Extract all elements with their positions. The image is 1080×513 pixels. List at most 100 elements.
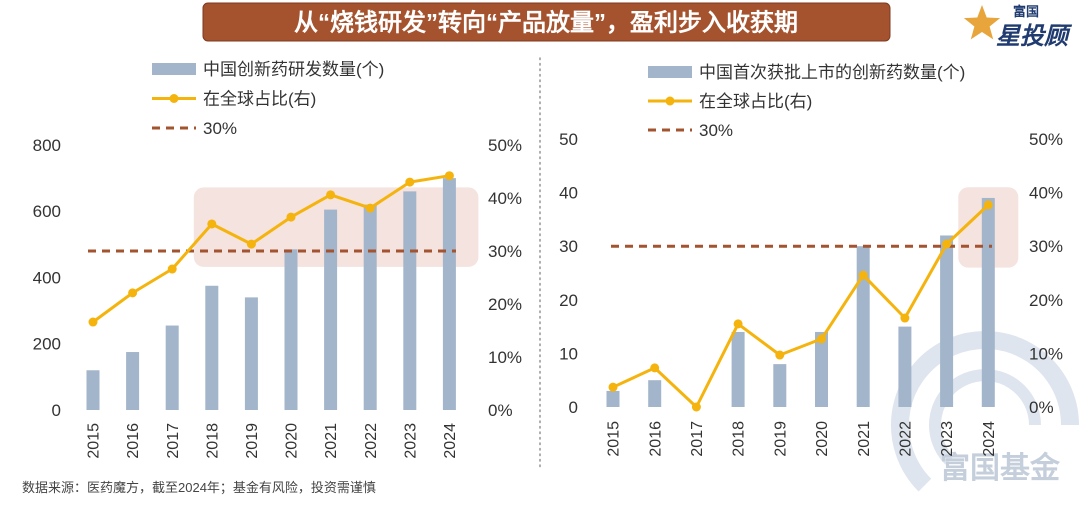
- left-chart-bar-2023: [403, 191, 417, 410]
- right-chart-x-tick-label-2015: 2015: [606, 421, 623, 457]
- left-chart-y2-tick-label-0: 0%: [488, 401, 513, 420]
- left-chart-y-tick-label-800: 800: [33, 136, 61, 155]
- left-chart-line-point-2024: [444, 171, 454, 181]
- left-chart-legend-reference-label: 30%: [203, 119, 237, 138]
- right-chart-line-point-2022: [900, 313, 910, 323]
- left-chart-legend: 中国创新药研发数量(个) 在全球占比(右) 30%: [152, 60, 384, 138]
- left-chart-bar-2015: [86, 370, 100, 410]
- right-chart-line-point-2021: [858, 270, 868, 280]
- left-chart-line-point-2017: [167, 264, 177, 274]
- left-chart-y-tick-label-0: 0: [52, 401, 61, 420]
- left-chart-x-tick-label-2017: 2017: [165, 423, 182, 459]
- right-chart-bar-2022: [898, 326, 912, 407]
- left-chart-x-tick-label-2020: 2020: [284, 423, 301, 459]
- left-chart-line-point-2020: [286, 212, 296, 222]
- right-chart-line-point-2017: [691, 402, 701, 412]
- right-chart-bar-2018: [731, 331, 745, 407]
- right-chart-bar-2019: [773, 364, 787, 407]
- left-chart-y2-tick-label-50: 50%: [488, 136, 522, 155]
- right-chart-y-tick-label-20: 20: [559, 291, 578, 310]
- right-chart-bar-2021: [856, 246, 870, 407]
- logo-top-text: 富国: [1013, 4, 1039, 19]
- right-chart-y2-tick-label-50: 50%: [1029, 130, 1063, 149]
- right-chart-y2-tick-label-10: 10%: [1029, 344, 1063, 363]
- right-chart-line-point-2016: [650, 363, 660, 373]
- right-chart-x-tick-label-2022: 2022: [898, 421, 915, 457]
- left-chart-x-tick-label-2022: 2022: [363, 423, 380, 459]
- left-chart-bar-2018: [205, 285, 219, 410]
- right-chart-line-point-2020: [817, 334, 826, 344]
- right-chart-legend-line-label: 在全球占比(右): [699, 92, 812, 111]
- right-chart-legend: 中国首次获批上市的创新药数量(个) 在全球占比(右) 30%: [648, 63, 965, 140]
- title-banner-bg: [202, 2, 891, 42]
- left-chart-legend-line-label: 在全球占比(右): [203, 89, 316, 108]
- right-chart-share-line: [611, 203, 990, 409]
- left-chart-y2-tick-label-30: 30%: [488, 242, 522, 261]
- right-chart-line-point-2018: [733, 319, 743, 329]
- left-chart-line-point-2015: [88, 317, 98, 327]
- left-chart-line-point-2022: [365, 203, 375, 213]
- left-chart-line-point-2018: [207, 219, 217, 229]
- left-chart-line-point-2021: [326, 190, 336, 200]
- left-chart-x-tick-label-2023: 2023: [402, 423, 419, 459]
- left-chart-x-tick-label-2015: 2015: [86, 423, 103, 459]
- right-chart-bar-2020: [815, 331, 828, 407]
- left-chart-y2-tick-label-10: 10%: [488, 348, 522, 367]
- right-chart-y2-tick-label-40: 40%: [1029, 184, 1063, 203]
- left-chart-bar-2022: [363, 204, 377, 410]
- left-chart-y-tick-label-400: 400: [33, 268, 61, 287]
- left-chart-bar-2024: [442, 178, 456, 410]
- right-chart-bar-2024: [981, 197, 995, 407]
- left-chart-legend-line-marker: [169, 94, 179, 103]
- left-chart-x-tick-label-2016: 2016: [125, 423, 142, 459]
- right-chart-y-tick-label-30: 30: [559, 237, 578, 256]
- left-chart-x-tick-label-2018: 2018: [204, 423, 221, 459]
- page-title: 从“烧钱研发”转向“产品放量”，盈利步入收获期: [294, 8, 798, 36]
- right-chart-bar-2016: [648, 380, 662, 407]
- left-chart-line-point-2019: [246, 239, 256, 249]
- right-chart-y-tick-label-10: 10: [559, 344, 578, 363]
- right-chart-legend-line-marker: [665, 96, 675, 106]
- right-chart-legend-reference-label: 30%: [699, 121, 733, 140]
- right-chart-line-point-2019: [775, 350, 785, 360]
- source-note: 数据来源：医药魔方，截至2024年；基金有风险，投资需谨慎: [22, 480, 376, 496]
- left-chart-y2-tick-label-20: 20%: [488, 295, 522, 314]
- left-chart-y-tick-label-600: 600: [33, 202, 61, 221]
- right-chart-x-tick-label-2021: 2021: [856, 421, 873, 457]
- right-chart-x-tick-label-2023: 2023: [939, 421, 956, 457]
- watermark-ring-inner: [929, 369, 1041, 465]
- left-chart-y-tick-label-200: 200: [33, 335, 61, 354]
- right-chart-bar-2015: [606, 390, 620, 407]
- left-chart-line-point-2016: [128, 288, 138, 298]
- left-chart-line-point-2023: [405, 177, 415, 187]
- right-chart-bar-2023: [940, 235, 954, 407]
- right-chart-x-tick-label-2018: 2018: [731, 421, 748, 457]
- right-chart-y2-tick-label-30: 30%: [1029, 237, 1063, 256]
- right-chart-x-tick-label-2017: 2017: [689, 421, 706, 457]
- logo-main-text: 星投顾: [996, 23, 1073, 50]
- left-chart-legend-bar-swatch: [152, 63, 196, 75]
- right-chart-legend-bar-label: 中国首次获批上市的创新药数量(个): [699, 63, 965, 82]
- left-chart-x-tick-label-2024: 2024: [442, 423, 459, 459]
- left-chart: 0 200 400 600 800 0% 10% 20% 30% 40% 50% 2015 2016 20…: [33, 60, 522, 459]
- left-chart-bar-2017: [165, 325, 179, 410]
- right-chart-legend-bar-swatch: [648, 66, 692, 78]
- right-chart-y-tick-label-40: 40: [559, 184, 578, 203]
- right-chart-x-tick-label-2019: 2019: [772, 421, 789, 457]
- right-chart-x-tick-label-2024: 2024: [981, 421, 998, 457]
- right-chart-line-point-2015: [608, 382, 618, 392]
- right-chart-y2-tick-label-20: 20%: [1029, 291, 1063, 310]
- right-chart-y2-tick-label-0: 0%: [1029, 398, 1054, 417]
- left-chart-share-line: [91, 174, 451, 324]
- right-chart-x-tick-label-2020: 2020: [814, 421, 831, 457]
- watermark-text: 富国基金: [940, 451, 1061, 485]
- right-chart-y-tick-label-0: 0: [569, 398, 578, 417]
- left-chart-x-tick-label-2019: 2019: [244, 423, 261, 459]
- left-chart-y2-tick-label-40: 40%: [488, 189, 522, 208]
- left-chart-x-tick-label-2021: 2021: [323, 423, 340, 459]
- right-chart-x-tick-label-2016: 2016: [647, 421, 664, 457]
- logo-star-icon: [963, 5, 1001, 40]
- left-chart-legend-bar-label: 中国创新药研发数量(个): [203, 60, 384, 79]
- logo: 富国 星投顾: [963, 4, 1073, 50]
